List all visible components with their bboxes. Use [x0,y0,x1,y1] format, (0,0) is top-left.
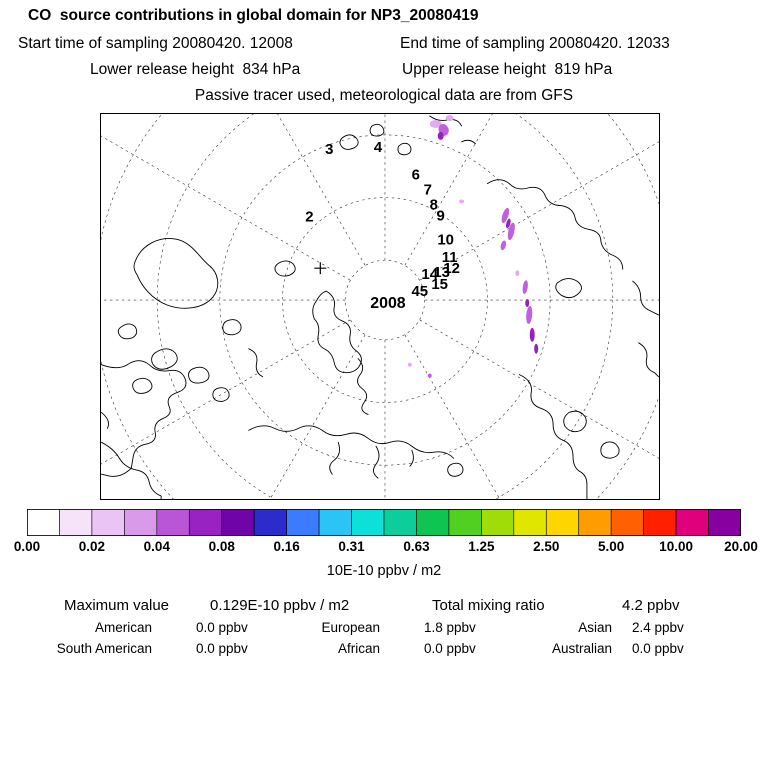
colorbar-tick: 0.08 [208,539,235,554]
region-value: 1.8 ppbv [424,620,476,635]
graticule-lines [101,114,659,499]
tracer-plume-mid [427,124,533,378]
end-time-text: End time of sampling 20080420. 12033 [400,35,670,52]
colorbar-cell [545,509,580,536]
colorbar-cell [675,509,709,536]
track-point-label: 15 [431,276,448,293]
colorbar-cell [610,509,644,536]
colorbar-cell [253,509,287,536]
colorbar-tick: 0.02 [78,539,106,554]
max-value-label: Maximum value [64,597,170,614]
region-value: 0.0 ppbv [424,641,476,656]
colorbar: 0.00 0.02 0.04 0.08 0.16 0.31 0.63 1.25 … [14,509,758,579]
colorbar-cell [188,509,223,536]
colorbar-tick: 10.00 [659,539,693,554]
track-point-label: 8 [430,197,438,214]
colorbar-cell [286,509,320,536]
colorbar-cell [156,509,190,536]
track-point-label: 14 [421,266,438,283]
track-point-label: 6 [412,167,420,184]
colorbar-tick: 0.16 [273,539,300,554]
page-title: CO source contributions in global domain… [28,7,479,24]
colorbar-tick: 0.31 [338,539,365,554]
colorbar-cell [383,509,417,536]
track-point-label: 2 [305,208,313,225]
colorbar-cell [59,509,93,536]
colorbar-cell [448,509,482,536]
polar-map: 2 3 4 6 7 8 9 10 11 12 13 14 15 45 2008 [100,113,660,500]
polar-map-canvas: 2 3 4 6 7 8 9 10 11 12 13 14 15 45 2008 [101,114,659,499]
colorbar-cell [578,509,612,536]
total-mixing-ratio-label: Total mixing ratio [432,597,545,614]
lower-release-text: Lower release height 834 hPa [90,61,301,78]
colorbar-tick: 1.25 [468,539,495,554]
colorbar-tick: 0.00 [13,539,41,554]
colorbar-cells [27,509,741,536]
start-time-text: Start time of sampling 20080420. 12008 [18,35,293,52]
track-point-label: 45 [411,283,428,300]
region-label: African [337,641,380,656]
region-label: European [321,620,380,635]
track-point-label: 12 [443,260,460,277]
colorbar-cell [351,509,385,536]
total-mixing-ratio-value: 4.2 ppbv [622,597,680,614]
max-value-number: 0.129E-10 ppbv / m2 [210,597,350,614]
colorbar-tick: 0.63 [403,539,430,554]
coastlines [101,115,659,499]
colorbar-tick: 0.04 [143,539,170,554]
region-label: South American [56,641,152,656]
track-point-label: 4 [374,139,383,156]
map-center-label: 2008 [370,295,406,312]
region-label: American [94,620,152,635]
region-label: Australian [551,641,612,656]
colorbar-cell [91,509,125,536]
track-point-label: 7 [424,182,432,199]
region-value: 0.0 ppbv [632,641,684,656]
colorbar-cell [481,509,515,536]
region-value: 0.0 ppbv [196,620,248,635]
region-label: Asian [578,620,612,635]
region-value: 2.4 ppbv [632,620,684,635]
colorbar-cell [416,509,450,536]
track-point-label: 11 [442,249,458,266]
colorbar-cell [27,509,60,536]
track-point-label: 13 [433,264,450,281]
colorbar-cell [643,509,677,536]
tracer-note-text: Passive tracer used, meteorological data… [194,87,574,104]
release-cross-marker [314,262,327,275]
colorbar-cell [708,509,741,536]
colorbar-cell [513,509,547,536]
track-point-label: 10 [437,231,454,248]
colorbar-ticks: 0.00 0.02 0.04 0.08 0.16 0.31 0.63 1.25 … [14,539,758,556]
tracer-plume-light [407,114,520,367]
colorbar-tick: 5.00 [598,539,625,554]
colorbar-cell [124,509,158,536]
colorbar-tick: 20.00 [724,539,758,554]
region-value: 0.0 ppbv [196,641,248,656]
track-point-label: 9 [437,207,445,224]
upper-release-text: Upper release height 819 hPa [402,61,613,78]
track-point-label: 3 [325,141,333,158]
track-point-labels: 2 3 4 6 7 8 9 10 11 12 13 14 15 45 2008 [305,139,460,312]
colorbar-cell [221,509,255,536]
colorbar-tick: 2.50 [533,539,560,554]
colorbar-unit-label: 10E-10 ppbv / m2 [326,563,442,579]
region-contribution-table: American 0.0 ppbv European 1.8 ppbv Asia… [40,620,732,656]
colorbar-cell [318,509,352,536]
tracer-plume-deep [437,131,539,354]
